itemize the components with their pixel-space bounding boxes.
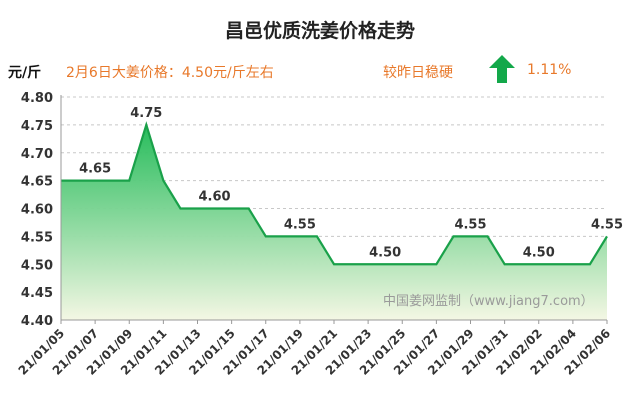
y-tick-label: 4.70: [21, 147, 53, 162]
change-percent: 1.11%: [527, 62, 572, 78]
data-label: 4.50: [369, 245, 401, 260]
y-tick-label: 4.75: [21, 119, 53, 134]
data-label: 4.75: [130, 106, 162, 121]
data-label: 4.60: [199, 190, 231, 205]
chart-title: 昌邑优质洗姜价格走势: [224, 20, 415, 42]
up-arrow-icon: [489, 55, 515, 83]
data-label: 4.50: [523, 245, 555, 260]
data-label: 4.55: [454, 217, 486, 232]
y-tick-label: 4.80: [21, 91, 53, 106]
y-tick-label: 4.65: [21, 175, 53, 190]
price-series-line: [61, 121, 608, 266]
watermark: 中国姜网监制（www.jiang7.com）: [383, 294, 594, 309]
data-label: 4.65: [79, 162, 111, 177]
data-label: 4.55: [284, 217, 316, 232]
y-tick-label: 4.40: [21, 314, 53, 329]
price-area-fill: [61, 124, 607, 320]
headline-price: 2月6日大姜价格：4.50元/斤左右: [66, 65, 274, 81]
y-tick-label: 4.60: [21, 203, 53, 218]
y-unit-label: 元/斤: [8, 65, 42, 81]
comparison-label: 较昨日稳硬: [383, 65, 453, 81]
data-label: 4.55: [591, 217, 623, 232]
y-tick-label: 4.45: [21, 286, 53, 301]
y-tick-label: 4.50: [21, 258, 53, 273]
y-tick-label: 4.55: [21, 230, 53, 245]
